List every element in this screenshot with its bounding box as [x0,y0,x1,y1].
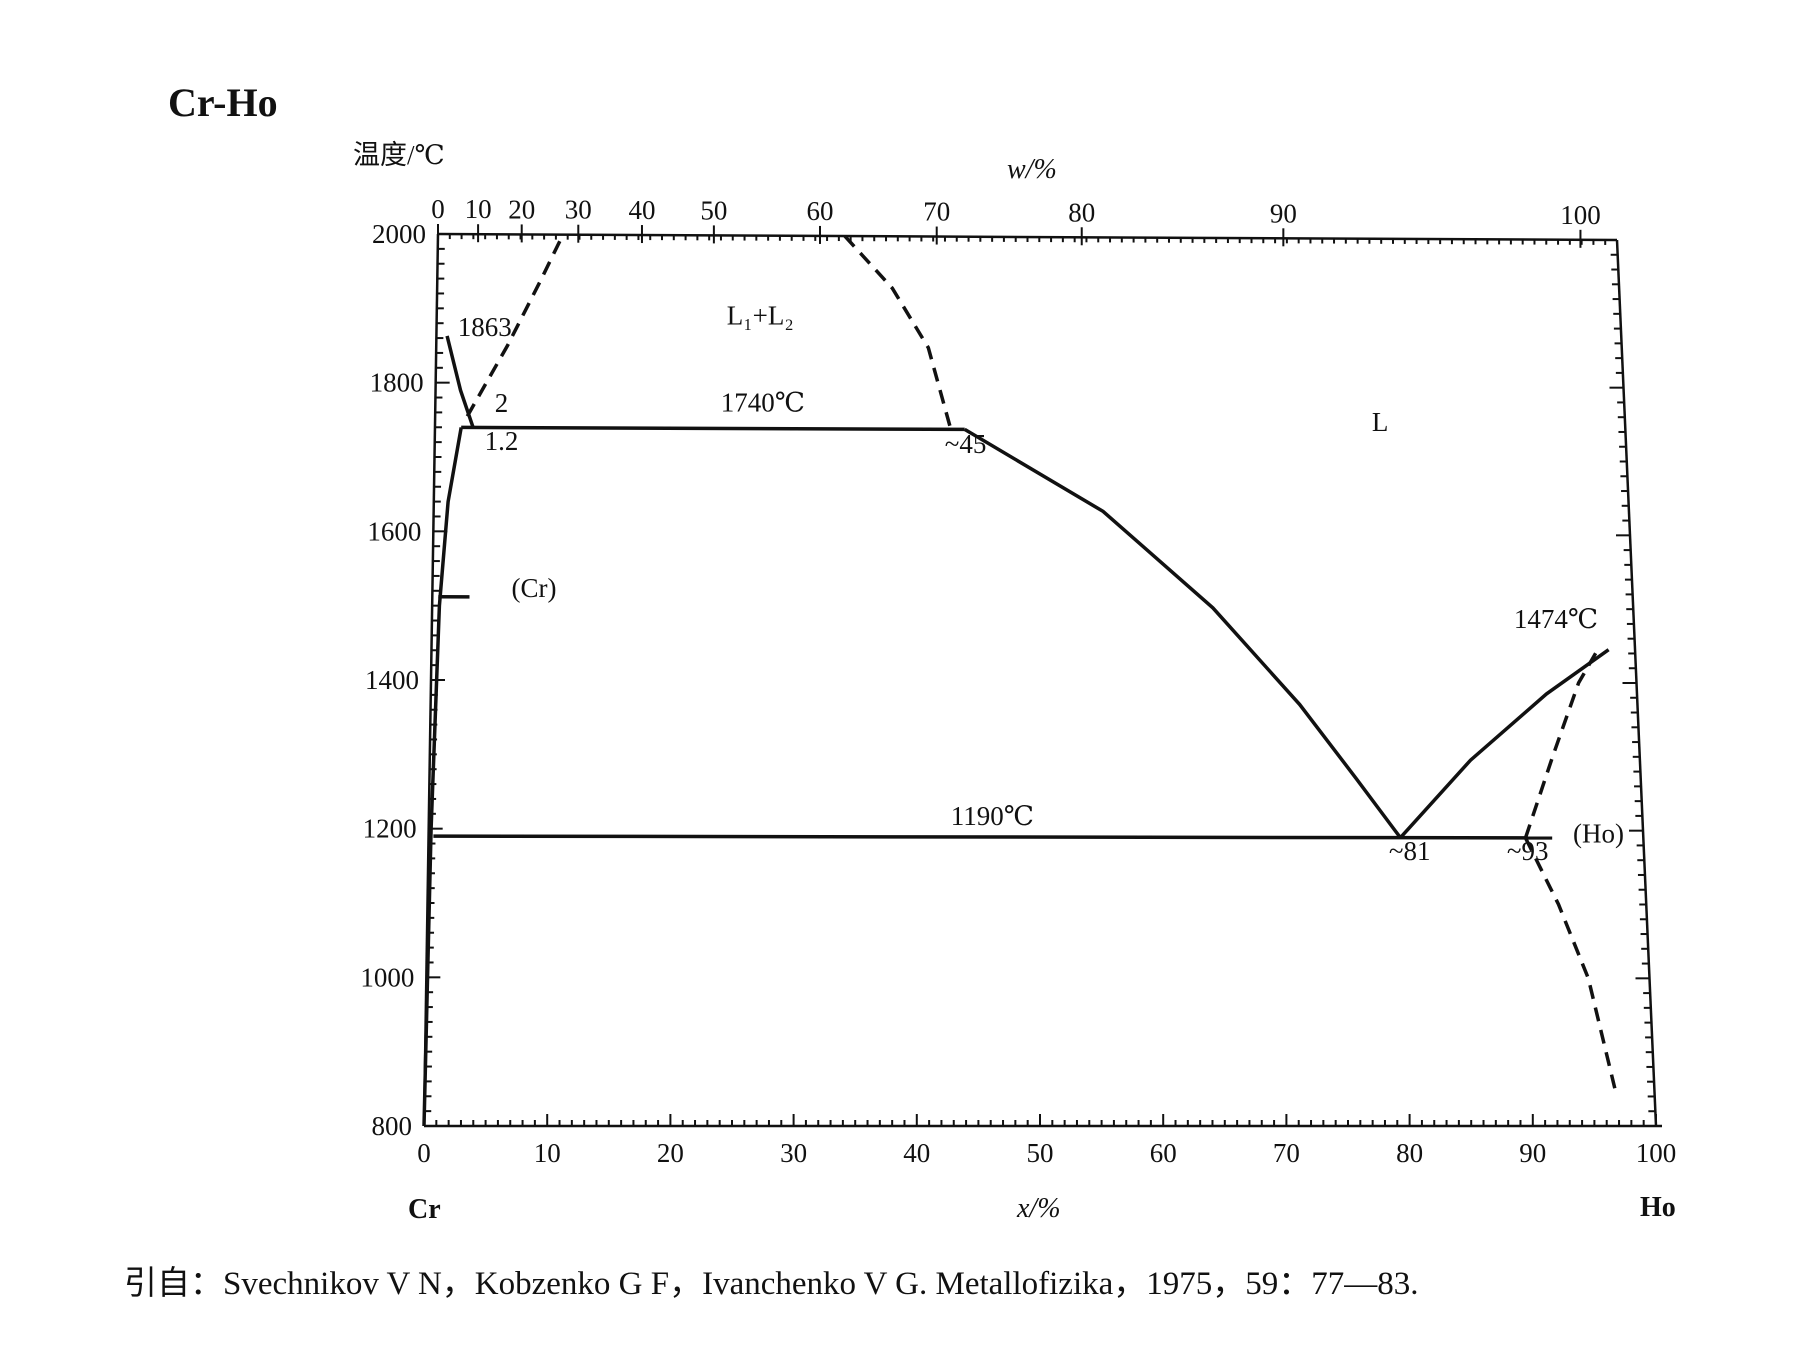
x-tick-label: 0 [417,1138,431,1168]
top-ticks: 0 10 20 30 40 50 60 70 80 90 100 [431,194,1601,248]
x-tick-label: 10 [534,1138,561,1168]
annotation-label: 1863 [458,312,512,342]
y-axis-label: 温度/℃ [353,140,445,170]
top-tick-label: 90 [1270,198,1297,228]
annotation-label: 2 [495,388,509,418]
annotation-label: 1474℃ [1514,604,1598,634]
top-tick-label: 20 [508,194,535,224]
annotation-label: ~81 [1389,836,1431,866]
top-tick-label: 0 [431,194,445,224]
y-tick-label: 1600 [367,516,421,546]
x-tick-label: 80 [1396,1138,1423,1168]
x-tick-label: 30 [780,1138,807,1168]
solid-line-monotectic-1740 [461,425,965,432]
element-right-label: Ho [1640,1192,1676,1223]
x-tick-label: 70 [1273,1138,1300,1168]
x-tick-label: 20 [657,1138,684,1168]
annotation-label: (Ho) [1573,818,1624,848]
annotation-label: 1190℃ [951,801,1034,831]
top-tick-label: 70 [923,197,950,227]
top-tick-label: 10 [465,194,492,224]
axes [422,232,1662,1128]
dashed-line-ho-solvus [1523,837,1617,1090]
solid-line-liquidus-ho-side [963,427,1402,839]
x-ticks: 0 10 20 30 40 50 60 70 80 90 100 [417,1138,1676,1168]
annotation-label: (Cr) [512,573,557,603]
annotation-label: 1.2 [485,426,519,456]
x-tick-label: 90 [1519,1138,1546,1168]
top-tick-label: 80 [1068,197,1095,227]
y-tick-label: 1000 [360,962,414,992]
annotations: 1863 L₁+L₂ 2 1740℃ 1.2 ~45 L (Cr) 1474℃ 1190℃ ~81 ~… [458,301,1624,866]
x-tick-label: 40 [903,1138,930,1168]
x-tick-label: 50 [1027,1138,1054,1168]
y-ticks: 2000 1800 1600 1400 1200 1000 800 [360,219,426,1141]
annotation-label: ~45 [945,429,987,459]
dashed-line-ho-solidus [1523,648,1600,839]
phase-boundaries [422,233,1617,1127]
annotation-label: L₁+L₂ [727,301,794,331]
dashed-line-miscibility-gap-left [465,233,565,418]
chart-title: Cr-Ho [168,80,278,125]
solid-line-liquidus-ho [1399,648,1610,839]
annotation-label: L [1372,407,1389,437]
element-left-label: Cr [408,1194,441,1225]
solid-line-eutectic-1190 [433,834,1553,840]
minor-ticks [423,233,1657,1127]
y-tick-label: 800 [372,1111,413,1141]
top-tick-label: 30 [565,195,592,225]
annotation-label: ~93 [1507,836,1549,866]
y-tick-label: 1200 [363,814,417,844]
y-tick-label: 1800 [370,368,424,398]
top-axis-label: w/% [1007,154,1057,185]
annotation-label: 1740℃ [721,387,805,417]
x-axis-label: x/% [1016,1193,1061,1224]
y-tick-label: 1400 [365,665,419,695]
citation: 引自：Svechnikov V N，Kobzenko G F，Ivanchenk… [124,1265,1419,1302]
top-tick-label: 40 [628,195,655,225]
x-tick-label: 60 [1150,1138,1177,1168]
top-tick-label: 60 [806,196,833,226]
top-tick-label: 50 [700,195,727,225]
y-tick-label: 2000 [372,219,426,249]
x-tick-label: 100 [1636,1138,1677,1168]
solid-line-solidus-cr [422,427,463,1127]
dashed-line-miscibility-gap-right [843,234,953,429]
top-tick-label: 100 [1560,200,1601,230]
